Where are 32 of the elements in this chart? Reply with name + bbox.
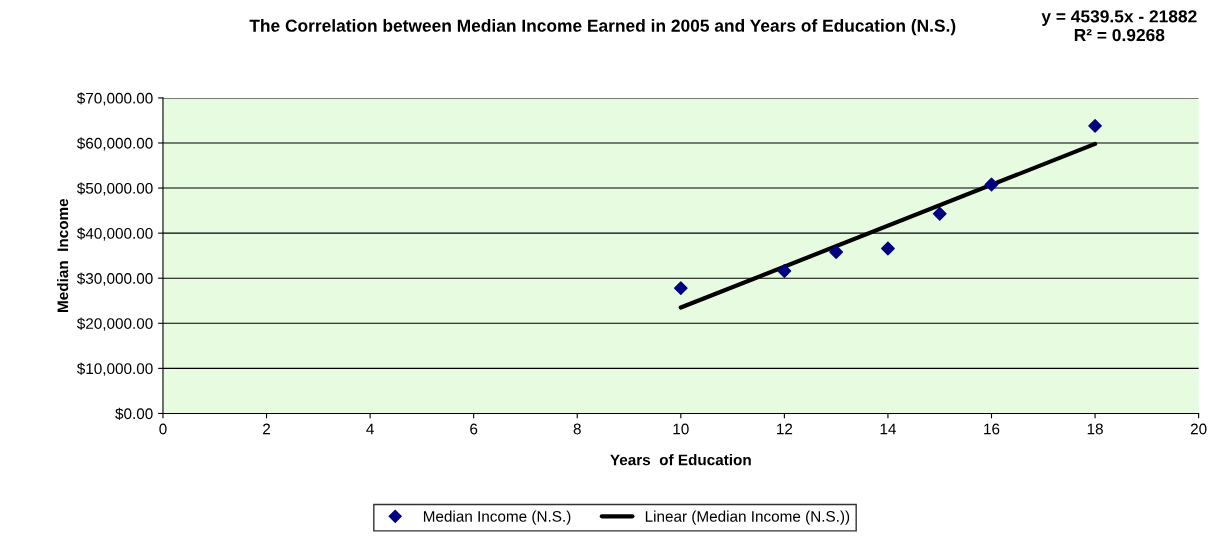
point <box>829 245 844 259</box>
x-tick-label: 18 <box>1087 423 1103 435</box>
y-tick-label: $50,000.00 <box>76 182 153 196</box>
x-tick-label: 16 <box>984 423 1000 435</box>
point <box>1088 118 1102 133</box>
y-tick-label: $20,000.00 <box>76 317 153 331</box>
point <box>932 206 947 221</box>
y-tick-label: $60,000.00 <box>76 137 153 151</box>
point <box>881 241 895 256</box>
point <box>673 281 688 296</box>
y-tick-label: $10,000.00 <box>76 362 153 376</box>
x-tick-label: 4 <box>366 423 374 435</box>
point <box>984 177 999 192</box>
x-tick-label: 10 <box>673 423 689 435</box>
x-axis-title: Years of Education <box>610 454 751 466</box>
y-tick-label: $70,000.00 <box>76 92 153 106</box>
x-tick-label: 8 <box>573 423 581 435</box>
y-axis-title: Median Income <box>57 198 69 312</box>
x-tick-label: 6 <box>470 423 478 435</box>
point <box>777 264 792 278</box>
x-tick-label: 0 <box>159 423 167 435</box>
chart-title: The Correlation between Median Income Earned in 2005 and Years of Education (N.S.) <box>249 19 956 36</box>
y-tick-label: $0.00 <box>115 407 153 421</box>
legend-label: Linear (Median Income (N.S.)) <box>645 510 850 525</box>
x-tick-label: 20 <box>1190 423 1207 435</box>
y-tick-label: $30,000.00 <box>76 272 153 286</box>
x-tick-label: 2 <box>263 423 271 435</box>
legend-label: Median Income (N.S.) <box>423 510 571 525</box>
x-tick-label: 12 <box>777 423 793 435</box>
text: y = 4539.5x - 21882 R² = 0.9268 <box>1041 10 1197 42</box>
y-tick-label: $40,000.00 <box>76 227 153 241</box>
x-tick-label: 14 <box>880 423 896 435</box>
